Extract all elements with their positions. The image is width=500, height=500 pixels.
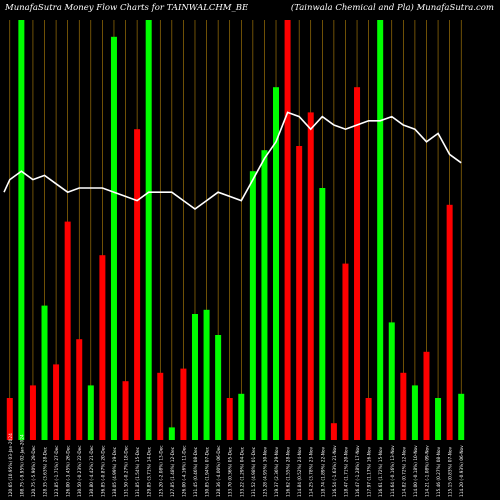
flow-bar: [307, 112, 314, 441]
flow-bar: [435, 398, 442, 440]
x-tick-label: 123.85 (-1.71%) 27-Dec: [54, 445, 60, 497]
x-tick-label: 133.70 (0.36%) 05-Dec: [228, 446, 234, 497]
x-tick-label: 114.25 (3.78%) 23-Nov: [309, 446, 315, 497]
x-tick-label: 114.00 (-0.18%) 10-Nov: [413, 445, 419, 497]
flow-bar: [354, 87, 361, 440]
chart-title: MunafaSutra Money Flow Charts for TAINWA…: [5, 3, 249, 13]
flow-bar: [191, 314, 198, 440]
flow-bar: [458, 393, 465, 440]
flow-bar: [18, 20, 25, 440]
x-tick-label: 138.05 (4.99%) 19-Dec: [112, 446, 118, 497]
flow-bar: [6, 398, 13, 440]
x-tick-label: 118.74 (1.89%) 22-Nov: [320, 446, 326, 497]
price-line: [3, 111, 462, 210]
flow-bar: [145, 20, 152, 440]
x-tick-label: 116.47 (-1.28%) 17-Nov: [355, 445, 361, 497]
x-tick-label: 114.82 (0.72%) 12-Nov: [401, 446, 407, 497]
flow-bar: [215, 335, 222, 440]
flow-bar: [423, 351, 430, 440]
flow-bar: [446, 204, 453, 440]
x-tick-label: 118.47 (1.71%) 20-Nov: [343, 446, 349, 497]
flow-bar: [284, 20, 291, 440]
flow-bar: [122, 381, 129, 440]
flow-bar: [76, 339, 83, 440]
x-tick-label: 114.21 (-1.08%) 09-Nov: [424, 445, 430, 497]
x-tick-label: 116.62 (1.55%) 28-Nov: [286, 446, 292, 497]
flow-bar: [249, 171, 256, 440]
x-tick-label: 128.36 (-4.00%) 06-Dec: [216, 445, 222, 497]
x-tick-label: 119.37 (2.36%) 29-Nov: [274, 446, 280, 497]
flow-bar: [180, 368, 187, 440]
flow-bar: [238, 393, 245, 440]
flow-bar: [261, 150, 268, 440]
x-tick-label: 116.54 (-1.63%) 21-Nov: [332, 445, 338, 497]
flow-bar: [273, 87, 280, 440]
x-tick-label: 126.00 (-4.16%) 11-Dec: [181, 445, 187, 497]
flow-bar: [87, 385, 94, 440]
x-tick-label: 116.61 (1.72%) 15-Nov: [378, 446, 384, 497]
flow-bar: [203, 309, 210, 440]
x-tick-label: 115.46 (0.27%) 08-Nov: [436, 446, 442, 497]
flow-bar: [41, 305, 48, 440]
flow-bar: [388, 322, 395, 440]
x-tick-label: 114.20 (-0.93%) 06-Nov: [459, 445, 465, 497]
flow-bar: [110, 36, 117, 441]
flow-bar: [377, 20, 384, 440]
x-tick-label: 133.22 (1.29%) 04-Dec: [239, 446, 245, 497]
x-tick-label: 131.50 (-0.27%) 18-Dec: [124, 445, 130, 497]
x-tick-label: 126.00 (-3.45%) 26-Dec: [66, 445, 72, 497]
flow-bar: [365, 398, 372, 440]
x-tick-label: 131.52 (4.98%) 01-Dec: [251, 446, 257, 497]
flow-bar: [296, 146, 303, 440]
x-tick-label: 136.85 (-0.87%) 20-Dec: [100, 445, 106, 497]
x-tick-label: 120.65 (10.95%) 03-Jan-2024: [8, 433, 14, 497]
flow-bar: [411, 385, 418, 440]
flow-bar: [400, 372, 407, 440]
x-tick-label: 125.28 (4.95%) 30-Nov: [262, 446, 268, 497]
x-tick-label: 114.84 (0.52%) 24-Nov: [297, 446, 303, 497]
x-tick-label: 130.50 (-0.23%) 22-Dec: [77, 445, 83, 497]
x-tick-label: 128.35 (3.63%) 28-Dec: [43, 446, 49, 497]
x-tick-label: 127.85 (1.48%) 12-Dec: [170, 446, 176, 497]
flow-bar: [342, 263, 349, 440]
flow-bar: [157, 372, 164, 440]
x-tick-label: 131.45 (0.46%) 08-Dec: [193, 446, 199, 497]
x-tick-label: 114.64 (-0.16%) 13-Nov: [390, 445, 396, 497]
x-tick-labels: 120.65 (10.95%) 03-Jan-2024 108.75 (-9.95…: [8, 433, 465, 497]
x-tick-label: 130.85 (1.94%) 07-Dec: [205, 446, 211, 497]
x-tick-label: 120.75 (-5.90%) 29-Dec: [31, 445, 37, 497]
flow-bar: [29, 385, 36, 440]
flow-bar: [168, 427, 175, 440]
bar-series: [6, 20, 465, 441]
flow-bar: [226, 398, 233, 440]
flow-bar: [134, 129, 141, 440]
x-tick-label: 125.20 (-2.08%) 13-Dec: [158, 445, 164, 497]
price-line-series: [3, 111, 462, 210]
flow-bar: [319, 188, 326, 440]
chart-source-title: (Tainwala Chemical and Pla) MunafaSutra.…: [290, 3, 494, 13]
flow-bar: [64, 221, 71, 440]
flow-bar: [330, 423, 337, 440]
x-tick-label: 131.85 (1.54%) 15-Dec: [135, 446, 141, 497]
flow-bar: [99, 255, 106, 440]
x-tick-label: 108.75 (-9.95%) 02-Jan-2024: [19, 434, 25, 497]
x-tick-label: 117.97 (1.17%) 16-Nov: [367, 446, 373, 497]
x-tick-label: 129.85 (3.71%) 14-Dec: [147, 446, 153, 497]
x-tick-label: 115.15 (0.83%) 07-Nov: [448, 446, 454, 497]
flow-bar: [53, 364, 60, 440]
x-tick-label: 130.80 (-4.42%) 21-Dec: [89, 445, 95, 497]
